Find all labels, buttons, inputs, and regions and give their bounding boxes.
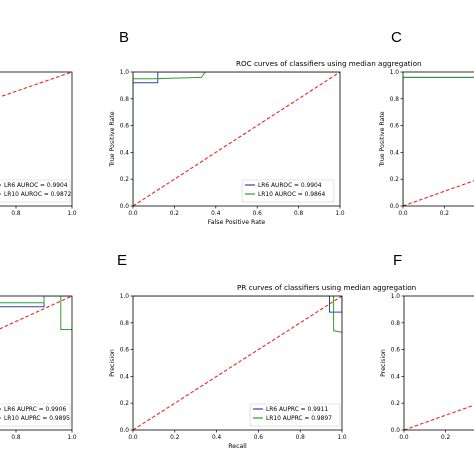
chart-title: PR curves of classifiers using median ag…: [237, 283, 416, 292]
x-tick-label: 1.0: [335, 211, 345, 217]
y-tick-label: 0.2: [390, 177, 400, 183]
x-axis-label: False Positive Rate: [208, 219, 266, 226]
x-axis-label: Recall: [228, 443, 247, 450]
chance-line: [404, 404, 474, 430]
y-axis-label: Precision: [380, 349, 387, 377]
panel-letter: C: [391, 29, 402, 46]
x-tick-label: 0.6: [254, 435, 264, 441]
x-tick-label: 0.8: [294, 211, 304, 217]
y-tick-label: 0.2: [120, 401, 130, 407]
y-tick-label: 0.0: [120, 428, 130, 434]
x-tick-label: 1.0: [337, 435, 347, 441]
legend: LR6 AUPRC = 0.9906 LR10 AUPRC = 0.9895: [0, 403, 71, 427]
axes-frame: [132, 295, 343, 431]
y-tick-label: 0.4: [120, 374, 130, 380]
x-tick-label: 1.0: [67, 211, 77, 217]
legend-entry: LR10 AUPRC = 0.9895: [4, 416, 70, 422]
panel-f: FPR curves of cla...0.00.20.00.20.40.60.…: [380, 252, 474, 441]
legend-entry: LR6 AUROC = 0.9904: [258, 183, 322, 189]
y-tick-label: 0.0: [391, 428, 401, 434]
legend-entry: LR10 AUPRC = 0.9897: [266, 416, 332, 422]
legend-entry: LR6 AUROC = 0.9904: [4, 183, 68, 189]
legend-entry: LR6 AUPRC = 0.9906: [4, 407, 66, 413]
y-tick-label: 0.6: [120, 124, 130, 130]
x-tick-label: 0.0: [128, 435, 138, 441]
y-tick-label: 0.6: [120, 348, 130, 354]
x-tick-label: 0.4: [212, 435, 222, 441]
legend: LR6 AUPRC = 0.9911 LR10 AUPRC = 0.9897: [249, 403, 341, 427]
series-line-0: [133, 296, 342, 313]
series-line-1: [403, 76, 474, 206]
y-axis-label: True Positive Rate: [379, 111, 386, 167]
x-tick-label: 0.2: [170, 435, 180, 441]
legend-entry: LR10 AUROC = 0.9864: [258, 192, 325, 198]
y-tick-label: 0.2: [120, 177, 130, 183]
x-tick-label: 0.8: [11, 435, 21, 441]
y-axis-label: True Positive Rate: [109, 111, 116, 167]
chance-line: [133, 72, 340, 206]
y-tick-label: 1.0: [120, 294, 130, 300]
x-tick-label: 0.6: [253, 211, 263, 217]
axes-frame: [0, 295, 73, 431]
y-tick-label: 0.6: [390, 124, 400, 130]
chart-title: ROC curves of classifiers using median a…: [236, 59, 422, 68]
legend-entry: LR6 AUPRC = 0.9911: [266, 407, 328, 413]
y-tick-label: 0.6: [391, 348, 401, 354]
x-tick-label: 0.2: [440, 211, 450, 217]
x-tick-label: 0.2: [170, 211, 180, 217]
panel-letter: B: [119, 29, 129, 46]
axes-frame: [403, 295, 474, 431]
panel-c: CROC curves of c...0.00.20.00.20.40.60.8…: [379, 29, 474, 217]
x-tick-label: 0.8: [11, 211, 21, 217]
y-tick-label: 0.0: [120, 204, 130, 210]
series-line-0: [403, 76, 474, 206]
panel-e: E PR curves of classifiers using median a…: [109, 252, 416, 450]
y-tick-label: 0.8: [391, 321, 401, 327]
y-tick-label: 0.8: [120, 321, 130, 327]
legend-entry: LR10 AUROC = 0.9872: [4, 192, 71, 198]
y-tick-label: 0.4: [390, 150, 400, 156]
series-line-1: [0, 296, 72, 330]
axes-frame: [402, 71, 474, 207]
y-tick-label: 0.8: [390, 97, 400, 103]
panel-letter: F: [393, 252, 402, 269]
chance-line: [0, 72, 72, 98]
legend: LR6 AUROC = 0.9904 LR10 AUROC = 0.9872: [0, 179, 71, 203]
y-tick-label: 0.4: [120, 150, 130, 156]
y-tick-label: 0.2: [391, 401, 401, 407]
y-tick-label: 1.0: [391, 294, 401, 300]
y-tick-label: 0.0: [390, 204, 400, 210]
x-tick-label: 0.2: [441, 435, 451, 441]
x-tick-label: 0.0: [128, 211, 138, 217]
panel-letter: E: [117, 252, 127, 269]
x-tick-label: 1.0: [67, 435, 77, 441]
legend: LR6 AUROC = 0.9904 LR10 AUROC = 0.9864: [241, 179, 335, 203]
series-line-0: [133, 72, 340, 206]
axes-frame: [132, 71, 341, 207]
chance-line: [133, 296, 342, 430]
y-tick-label: 0.4: [391, 374, 401, 380]
y-tick-label: 0.8: [120, 97, 130, 103]
y-axis-label: Precision: [109, 349, 116, 377]
axes-frame: [0, 71, 73, 207]
panel-b: B ROC curves of classifiers using median …: [109, 29, 422, 226]
x-tick-label: 0.4: [211, 211, 221, 217]
y-tick-label: 1.0: [390, 70, 400, 76]
series-line-1: [133, 296, 342, 333]
y-tick-label: 1.0: [120, 70, 130, 76]
x-tick-label: 0.8: [296, 435, 306, 441]
chance-line: [403, 180, 474, 206]
x-tick-label: 0.0: [399, 435, 409, 441]
series-line-1: [133, 72, 340, 206]
x-tick-label: 0.0: [398, 211, 408, 217]
